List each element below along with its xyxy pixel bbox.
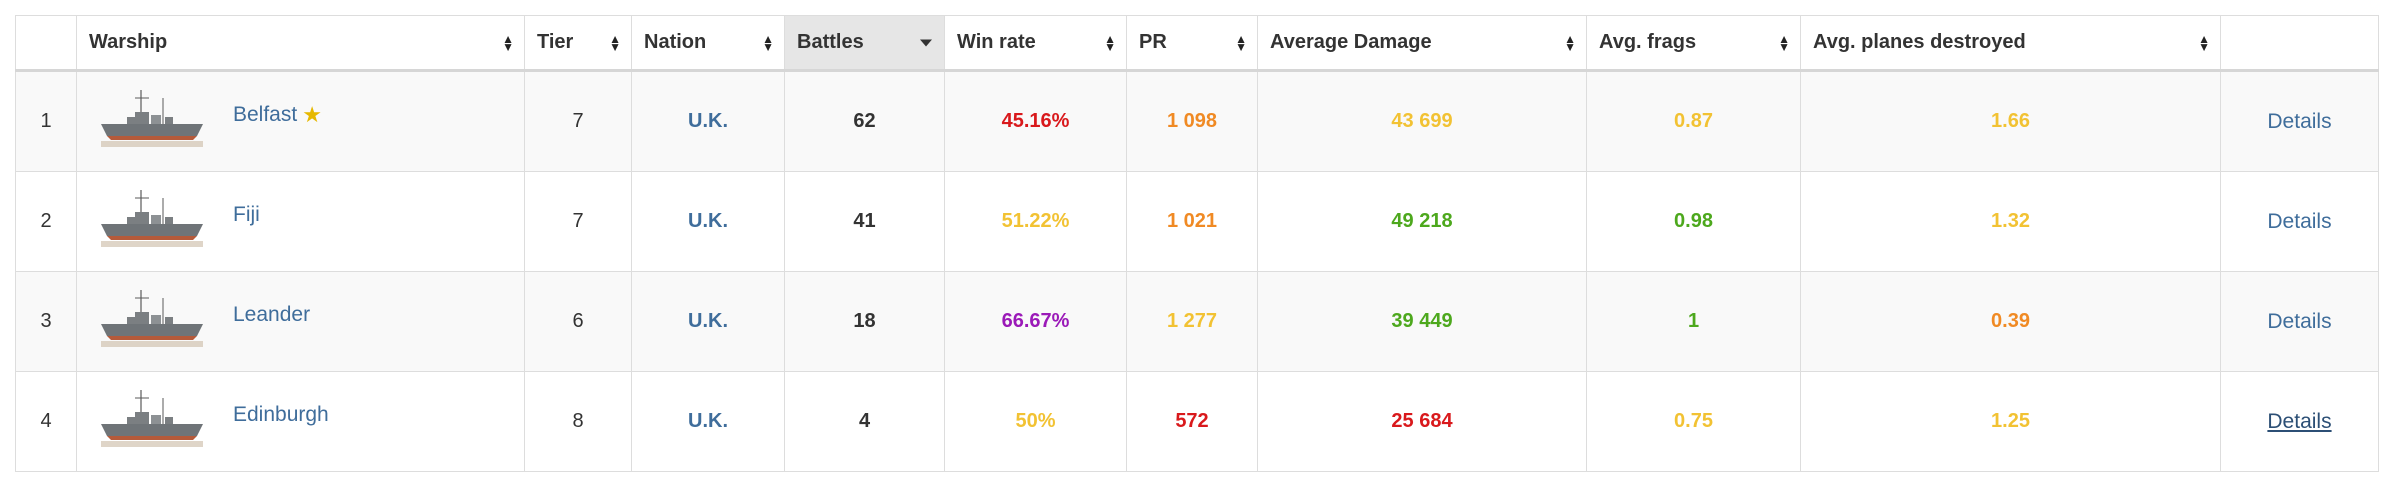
header-tier-label: Tier bbox=[537, 31, 574, 53]
row-index: 2 bbox=[15, 171, 77, 272]
warship-name-link[interactable]: Fiji bbox=[233, 202, 260, 226]
table-row: 1 Belfast ★ 7 U.K. 62 45.16% 1 098 43 69… bbox=[15, 70, 2379, 172]
average-damage-cell: 43 699 bbox=[1257, 70, 1587, 172]
details-link[interactable]: Details bbox=[2267, 409, 2332, 433]
nation-link[interactable]: U.K. bbox=[631, 371, 785, 472]
sort-both-icon: ▲ ▼ bbox=[2198, 31, 2210, 54]
row-index: 4 bbox=[15, 371, 77, 472]
header-tier[interactable]: Tier ▲ ▼ bbox=[524, 15, 632, 72]
warship-name-link[interactable]: Leander bbox=[233, 302, 311, 326]
warship-stats-table-container: Warship ▲ ▼ Tier ▲ ▼ Nation ▲ ▼ Battles Win ra… bbox=[15, 15, 2379, 472]
pr-cell: 1 021 bbox=[1126, 171, 1258, 272]
battles-cell: 4 bbox=[784, 371, 945, 472]
table-body: 1 Belfast ★ 7 U.K. 62 45.16% 1 098 43 69… bbox=[15, 70, 2379, 472]
tier-cell: 6 bbox=[524, 271, 632, 372]
header-warship-label: Warship bbox=[89, 31, 168, 53]
details-cell: Details bbox=[2220, 371, 2379, 472]
header-pr[interactable]: PR ▲ ▼ bbox=[1126, 15, 1258, 72]
header-avg-frags-label: Avg. frags bbox=[1599, 31, 1697, 53]
header-avg-frags[interactable]: Avg. frags ▲ ▼ bbox=[1586, 15, 1801, 72]
header-pr-label: PR bbox=[1139, 31, 1167, 53]
warship-image bbox=[101, 289, 203, 347]
tier-cell: 7 bbox=[524, 171, 632, 272]
pr-cell: 1 277 bbox=[1126, 271, 1258, 372]
warship-thumbnail bbox=[95, 384, 233, 460]
header-win-rate[interactable]: Win rate ▲ ▼ bbox=[944, 15, 1127, 72]
avg-planes-cell: 1.66 bbox=[1800, 70, 2221, 172]
avg-frags-cell: 0.98 bbox=[1586, 171, 1801, 272]
header-win-rate-label: Win rate bbox=[957, 31, 1036, 53]
avg-frags-cell: 1 bbox=[1586, 271, 1801, 372]
nation-link[interactable]: U.K. bbox=[631, 271, 785, 372]
average-damage-cell: 49 218 bbox=[1257, 171, 1587, 272]
avg-planes-cell: 0.39 bbox=[1800, 271, 2221, 372]
warship-image bbox=[101, 389, 203, 447]
nation-link[interactable]: U.K. bbox=[631, 171, 785, 272]
row-index: 3 bbox=[15, 271, 77, 372]
row-index: 1 bbox=[15, 70, 77, 172]
warship-image bbox=[101, 189, 203, 247]
nation-link[interactable]: U.K. bbox=[631, 70, 785, 172]
header-battles[interactable]: Battles bbox=[784, 15, 945, 72]
warship-cell: Edinburgh bbox=[76, 371, 525, 472]
details-cell: Details bbox=[2220, 271, 2379, 372]
tier-cell: 8 bbox=[524, 371, 632, 472]
avg-frags-cell: 0.87 bbox=[1586, 70, 1801, 172]
sort-both-icon: ▲ ▼ bbox=[762, 31, 774, 54]
average-damage-cell: 39 449 bbox=[1257, 271, 1587, 372]
table-row: 3 Leander 6 U.K. 18 66.67% 1 277 39 449 … bbox=[15, 271, 2379, 372]
warship-name-link[interactable]: Edinburgh bbox=[233, 402, 329, 426]
pr-cell: 1 098 bbox=[1126, 70, 1258, 172]
table-row: 4 Edinburgh 8 U.K. 4 50% 572 25 684 0.75… bbox=[15, 371, 2379, 472]
warship-cell: Leander bbox=[76, 271, 525, 372]
warship-cell: Fiji bbox=[76, 171, 525, 272]
avg-planes-cell: 1.25 bbox=[1800, 371, 2221, 472]
star-icon: ★ bbox=[302, 101, 322, 127]
header-average-damage-label: Average Damage bbox=[1270, 31, 1432, 53]
header-avg-planes-destroyed[interactable]: Avg. planes destroyed ▲ ▼ bbox=[1800, 15, 2221, 72]
warship-thumbnail bbox=[95, 184, 233, 260]
avg-frags-cell: 0.75 bbox=[1586, 371, 1801, 472]
header-battles-label: Battles bbox=[797, 31, 864, 53]
header-nation[interactable]: Nation ▲ ▼ bbox=[631, 15, 785, 72]
details-cell: Details bbox=[2220, 70, 2379, 172]
warship-cell: Belfast ★ bbox=[76, 70, 525, 172]
details-link[interactable]: Details bbox=[2267, 309, 2332, 333]
header-index bbox=[15, 15, 77, 72]
battles-cell: 41 bbox=[784, 171, 945, 272]
warship-thumbnail bbox=[95, 84, 233, 160]
tier-cell: 7 bbox=[524, 70, 632, 172]
header-avg-planes-label: Avg. planes destroyed bbox=[1813, 31, 2026, 53]
battles-cell: 18 bbox=[784, 271, 945, 372]
header-nation-label: Nation bbox=[644, 31, 707, 53]
header-average-damage[interactable]: Average Damage ▲ ▼ bbox=[1257, 15, 1587, 72]
sort-both-icon: ▲ ▼ bbox=[502, 31, 514, 54]
win-rate-cell: 66.67% bbox=[944, 271, 1127, 372]
sort-both-icon: ▲ ▼ bbox=[1104, 31, 1116, 54]
sort-both-icon: ▲ ▼ bbox=[609, 31, 621, 54]
sort-both-icon: ▲ ▼ bbox=[1564, 31, 1576, 54]
pr-cell: 572 bbox=[1126, 371, 1258, 472]
header-warship[interactable]: Warship ▲ ▼ bbox=[76, 15, 525, 72]
table-row: 2 Fiji 7 U.K. 41 51.22% 1 021 49 218 0.9… bbox=[15, 171, 2379, 272]
average-damage-cell: 25 684 bbox=[1257, 371, 1587, 472]
sort-both-icon: ▲ ▼ bbox=[1235, 31, 1247, 54]
win-rate-cell: 51.22% bbox=[944, 171, 1127, 272]
details-cell: Details bbox=[2220, 171, 2379, 272]
win-rate-cell: 45.16% bbox=[944, 70, 1127, 172]
warship-stats-table: Warship ▲ ▼ Tier ▲ ▼ Nation ▲ ▼ Battles Win ra… bbox=[15, 15, 2379, 472]
header-details bbox=[2220, 15, 2379, 72]
warship-thumbnail bbox=[95, 284, 233, 360]
details-link[interactable]: Details bbox=[2267, 209, 2332, 233]
win-rate-cell: 50% bbox=[944, 371, 1127, 472]
details-link[interactable]: Details bbox=[2267, 109, 2332, 133]
sort-descending-icon bbox=[920, 39, 932, 46]
battles-cell: 62 bbox=[784, 70, 945, 172]
warship-name-link[interactable]: Belfast bbox=[233, 102, 298, 126]
avg-planes-cell: 1.32 bbox=[1800, 171, 2221, 272]
warship-image bbox=[101, 89, 203, 147]
sort-both-icon: ▲ ▼ bbox=[1778, 31, 1790, 54]
header-row: Warship ▲ ▼ Tier ▲ ▼ Nation ▲ ▼ Battles Win ra… bbox=[15, 15, 2379, 72]
